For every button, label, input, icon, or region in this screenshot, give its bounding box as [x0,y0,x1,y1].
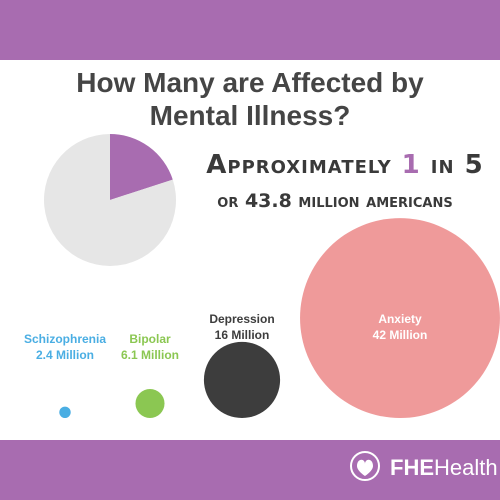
headline: Approximately 1 in 5 [200,150,490,180]
brand-bold: FHE [390,455,434,480]
bubble-label: Anxiety [378,312,422,326]
brand-rest: Health [434,455,498,480]
brand: FHEHealth [390,455,498,481]
bubble-value-label: 42 Million [373,328,428,342]
headline-text: Approximately [206,150,402,180]
bubble [59,406,71,418]
bubble-value-label: 6.1 Million [121,348,179,362]
bubble [135,388,165,418]
logo-ring [350,451,380,481]
headline-second: or 43.8 million americans [217,190,453,212]
logo-heart [357,459,373,476]
pie-slice [110,134,173,200]
top-band [0,0,500,60]
bubble-value-label: 16 Million [215,328,270,342]
bubble-value-label: 2.4 Million [36,348,94,362]
logo-icon [350,451,380,481]
headline-highlight: 1 [401,150,421,180]
title: How Many are Affected by Mental Illness? [76,67,424,131]
bubble-label: Depression [209,312,274,326]
bubble [203,341,281,419]
bubble [300,218,500,418]
bubble-label: Bipolar [129,332,171,346]
bubble-label: Schizophrenia [24,332,106,346]
pie-slice [43,134,176,266]
headline-text: in 5 [420,150,484,180]
bottom-band [0,440,500,500]
